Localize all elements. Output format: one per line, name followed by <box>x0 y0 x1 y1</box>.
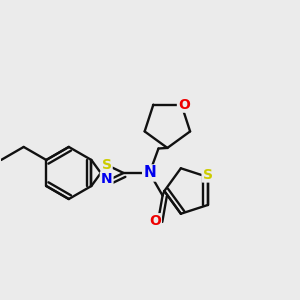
Text: N: N <box>101 172 112 187</box>
Text: S: S <box>102 158 112 172</box>
Text: N: N <box>143 166 156 181</box>
Text: O: O <box>178 98 190 112</box>
Text: S: S <box>202 167 213 182</box>
Text: O: O <box>149 214 161 228</box>
